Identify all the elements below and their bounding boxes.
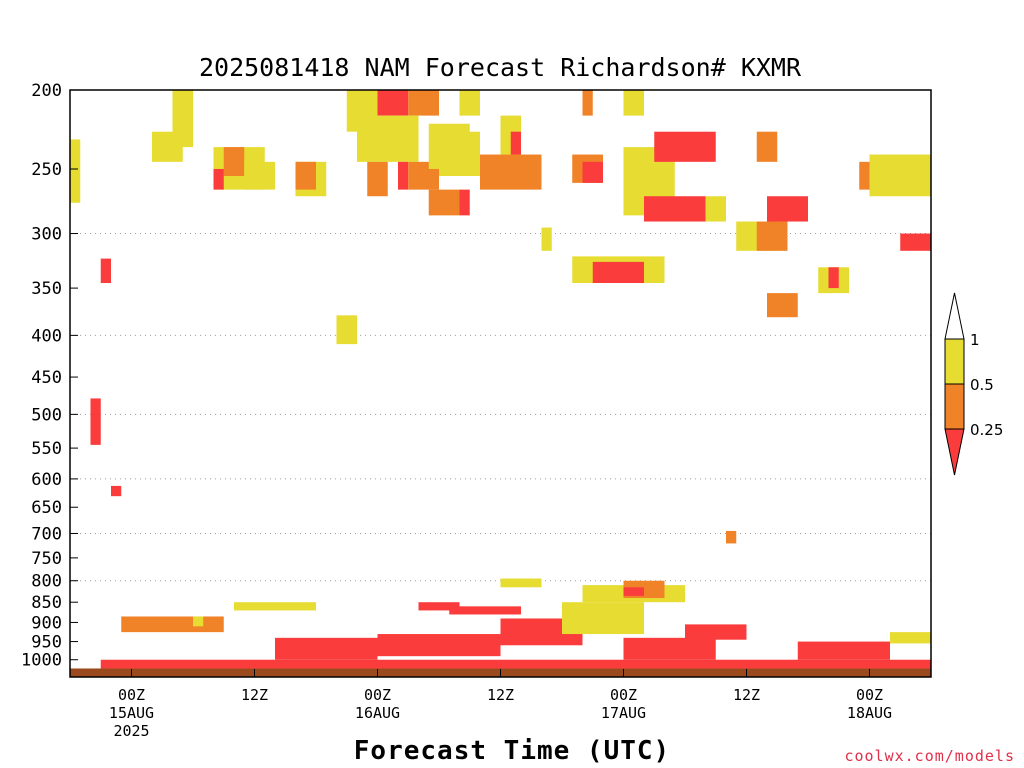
ri-cell-yellow [152, 131, 183, 162]
ri-cell-yellow [623, 90, 644, 116]
x-tick-label: 15AUG [109, 704, 154, 722]
y-tick-label: 500 [31, 405, 62, 425]
ri-cell-red [828, 267, 839, 289]
ri-cell-yellow [562, 602, 644, 635]
ri-cell-red [654, 131, 716, 162]
x-tick-label: 2025 [113, 722, 149, 740]
y-tick-label: 900 [31, 613, 62, 633]
y-tick-label: 400 [31, 326, 62, 346]
colorbar-label: 0.5 [970, 376, 994, 394]
chart-title: 2025081418 NAM Forecast Richardson# KXMR [199, 53, 802, 82]
x-tick-label: 12Z [241, 686, 268, 704]
x-axis-label: Forecast Time (UTC) [354, 736, 670, 766]
colorbar-label: 1 [970, 331, 980, 349]
y-tick-label: 250 [31, 160, 62, 180]
credit-text: coolwx.com/models [844, 747, 1015, 765]
ri-cell-red [213, 168, 224, 190]
y-tick-label: 700 [31, 524, 62, 544]
x-tick-label: 12Z [733, 686, 760, 704]
ri-cell-red [685, 624, 747, 640]
ri-cell-yellow [541, 227, 552, 251]
x-tick-label: 17AUG [601, 704, 646, 722]
y-tick-label: 1000 [21, 651, 62, 671]
y-tick-label: 600 [31, 470, 62, 490]
ri-cell-orange [756, 131, 778, 162]
ri-cell-yellow [459, 90, 480, 116]
ri-cell-yellow [357, 115, 419, 162]
ri-cell-red [449, 606, 521, 615]
ri-cell-orange [582, 90, 593, 116]
x-tick-label: 18AUG [847, 704, 892, 722]
ri-cell-red [90, 398, 101, 445]
y-tick-label: 350 [31, 279, 62, 299]
ri-cell-red [111, 485, 122, 497]
data-cells [70, 90, 931, 669]
ri-cell-yellow [869, 154, 931, 197]
ri-cell-yellow [890, 632, 931, 644]
ri-cell-yellow [70, 139, 81, 203]
ri-cell-red [418, 602, 460, 611]
ri-cell-orange [367, 161, 388, 197]
ri-cell-red [377, 634, 501, 657]
ri-cell-yellow [336, 315, 357, 345]
ri-cell-red [623, 587, 644, 596]
ri-cell-red [592, 261, 644, 284]
y-axis: 200 250 300 350 400 450 500 550 600 650 700 750 8008… [21, 81, 78, 671]
y-tick-label: 450 [31, 368, 62, 388]
ri-cell-yellow [193, 616, 204, 627]
ri-cell-red [275, 637, 378, 660]
ri-cell-red [900, 233, 931, 251]
ri-cell-yellow [500, 578, 542, 588]
ri-cell-red [459, 189, 470, 216]
ri-cell-orange [767, 293, 798, 318]
y-tick-label: 800 [31, 572, 62, 592]
ri-cell-yellow [705, 196, 726, 222]
ri-cell-orange [295, 161, 316, 190]
colorbar-label: 0.25 [970, 421, 1003, 439]
ri-cell-orange [756, 221, 788, 251]
x-tick-label: 00Z [118, 686, 145, 704]
ri-cell-red [644, 196, 706, 222]
x-tick-label: 00Z [364, 686, 391, 704]
ri-cell-red [377, 90, 409, 116]
ri-cell-red [582, 161, 603, 183]
ri-cell-orange [121, 616, 224, 633]
ri-cell-red [767, 196, 808, 222]
y-tick-label: 550 [31, 439, 62, 459]
y-tick-label: 300 [31, 225, 62, 245]
colorbar: 1 0.5 0.25 [944, 292, 1003, 476]
ri-cell-orange [428, 189, 460, 216]
x-tick-label: 12Z [487, 686, 514, 704]
colorbar-bottom-arrow [944, 428, 965, 476]
colorbar-segment [944, 383, 965, 430]
ri-cell-orange [480, 154, 542, 190]
ri-cell-red [398, 161, 409, 190]
ri-cell-red [100, 258, 111, 284]
ri-cell-orange [726, 530, 737, 544]
ri-cell-orange [408, 90, 439, 116]
ri-cell-red [623, 637, 716, 660]
y-tick-label: 200 [31, 81, 62, 101]
x-tick-label: 16AUG [355, 704, 400, 722]
y-tick-label: 950 [31, 633, 62, 653]
y-tick-label: 850 [31, 593, 62, 613]
ri-cell-yellow [234, 602, 316, 611]
ri-cell-red [510, 131, 521, 155]
x-tick-label: 00Z [856, 686, 883, 704]
x-tick-label: 00Z [610, 686, 637, 704]
y-tick-label: 650 [31, 498, 62, 518]
ri-cell-yellow [439, 131, 480, 177]
colorbar-segment [944, 338, 965, 385]
ri-cell-orange [223, 147, 245, 177]
ri-cell-red [100, 659, 931, 669]
ri-cell-yellow [244, 161, 275, 190]
y-tick-label: 750 [31, 549, 62, 569]
ri-cell-red [797, 641, 890, 660]
